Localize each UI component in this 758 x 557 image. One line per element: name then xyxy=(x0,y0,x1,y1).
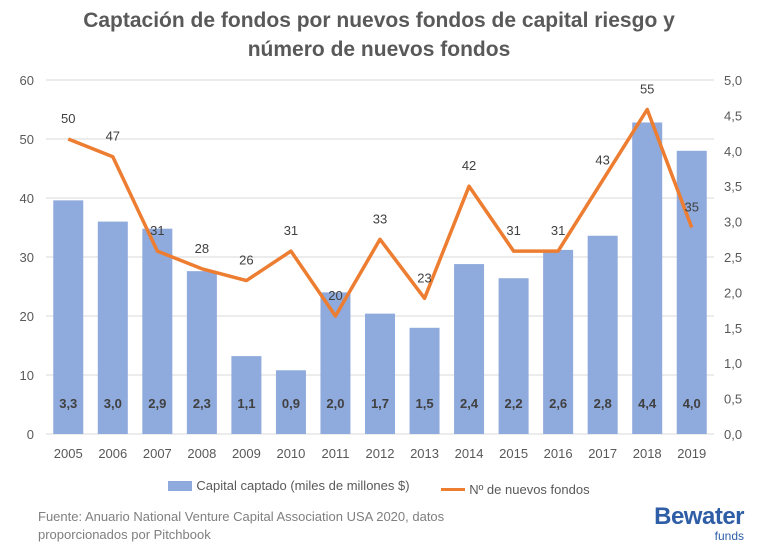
x-axis-tick: 2006 xyxy=(98,446,127,461)
line-point-label: 31 xyxy=(284,223,298,238)
bar-label: 1,7 xyxy=(371,396,389,411)
bar-label: 0,9 xyxy=(282,396,300,411)
bar-label: 2,9 xyxy=(148,396,166,411)
bar-label: 3,0 xyxy=(104,396,122,411)
chart-title: Captación de fondos por nuevos fondos de… xyxy=(0,6,758,64)
bar-label: 2,4 xyxy=(460,396,479,411)
title-line-2: número de nuevos fondos xyxy=(247,38,511,61)
logo-brand: Bewater xyxy=(654,503,744,530)
line-point-label: 42 xyxy=(462,158,476,173)
bar-label: 1,5 xyxy=(415,396,433,411)
bar-2007 xyxy=(142,228,173,434)
line-point-label: 26 xyxy=(239,253,253,268)
right-axis-tick: 2,0 xyxy=(724,285,742,300)
right-axis-tick: 5,0 xyxy=(724,73,742,88)
right-axis-tick: 4,0 xyxy=(724,144,742,159)
line-nuevos-fondos xyxy=(67,107,694,318)
line-point-label: 33 xyxy=(373,211,387,226)
line-point-label: 35 xyxy=(684,200,698,215)
x-axis-tick: 2013 xyxy=(410,446,439,461)
bar-2012 xyxy=(365,313,395,434)
bar-2010 xyxy=(275,370,306,434)
bar-2017 xyxy=(587,235,618,434)
x-axis-tick: 2019 xyxy=(677,446,706,461)
legend-bar-swatch xyxy=(168,480,193,491)
x-axis-tick: 2011 xyxy=(321,446,349,461)
line-point-label: 31 xyxy=(506,223,520,238)
bar-label: 4,0 xyxy=(683,396,701,411)
logo-sub: funds xyxy=(714,529,744,543)
source-note: Fuente: Anuario National Venture Capital… xyxy=(38,508,558,544)
bar-2006 xyxy=(97,221,128,434)
line-point-label: 47 xyxy=(106,129,120,144)
bar-label: 2,2 xyxy=(505,396,523,411)
line-point-label: 28 xyxy=(195,241,209,256)
bar-2005 xyxy=(53,200,84,434)
legend-label-capital: Capital captado (miles de millones $) xyxy=(196,478,410,493)
bar-2008 xyxy=(186,271,217,434)
left-axis-tick: 50 xyxy=(20,132,34,147)
left-axis-tick: 40 xyxy=(20,191,34,206)
line-point-label: 50 xyxy=(61,111,75,126)
legend-line-swatch xyxy=(441,487,466,491)
source-line-1: Fuente: Anuario National Venture Capital… xyxy=(38,509,445,524)
bewater-logo: Bewater funds xyxy=(654,503,744,543)
bar-label: 4,4 xyxy=(638,396,657,411)
bar-2016 xyxy=(543,249,574,434)
bar-label: 2,6 xyxy=(549,396,567,411)
left-axis-tick: 60 xyxy=(20,73,34,88)
right-axis-tick: 1,0 xyxy=(724,356,742,371)
bar-2018 xyxy=(632,122,663,434)
x-axis-tick: 2007 xyxy=(143,446,172,461)
line-point-label: 20 xyxy=(328,288,342,303)
x-axis-tick: 2015 xyxy=(499,446,528,461)
line-point-label: 43 xyxy=(595,152,609,167)
legend-label-fondos: Nº de nuevos fondos xyxy=(469,481,590,497)
x-axis-tick: 2008 xyxy=(187,446,216,461)
bar-2019 xyxy=(676,150,707,435)
line-point-label: 31 xyxy=(551,223,565,238)
bar-label: 2,3 xyxy=(193,396,211,411)
x-axis-tick: 2009 xyxy=(232,446,261,461)
bar-label: 2,8 xyxy=(594,396,612,411)
bar-2013 xyxy=(409,327,440,434)
legend-item-capital: Capital captado (miles de millones $) xyxy=(168,478,410,493)
combo-chart: 0 10 20 30 40 50 60 0,0 0,5 1,0 1,5 2,0 2,5 3,0 3,5 4,0… xyxy=(20,73,743,461)
bar-label: 1,1 xyxy=(237,396,255,411)
line-point-label: 23 xyxy=(417,270,431,285)
right-axis-tick: 4,5 xyxy=(724,108,742,123)
line-point-label: 31 xyxy=(150,223,164,238)
right-axis-tick: 1,5 xyxy=(724,321,742,336)
right-axis-tick: 0,5 xyxy=(724,392,742,407)
right-axis-tick: 3,0 xyxy=(724,215,742,230)
legend: Capital captado (miles de millones $) Nº… xyxy=(0,478,758,497)
x-axis-tick: 2018 xyxy=(633,446,662,461)
bar-2015 xyxy=(498,278,529,434)
x-axis-tick: 2016 xyxy=(544,446,573,461)
x-axis-tick: 2010 xyxy=(276,446,305,461)
x-axis-tick: 2012 xyxy=(366,446,395,461)
left-axis-tick: 0 xyxy=(27,427,34,442)
bar-label: 3,3 xyxy=(59,396,77,411)
right-axis-tick: 2,5 xyxy=(724,250,742,265)
title-line-1: Captación de fondos por nuevos fondos de… xyxy=(83,9,675,32)
left-axis-tick: 10 xyxy=(20,368,34,383)
source-line-2: proporcionados por Pitchbook xyxy=(38,527,211,542)
right-axis-tick: 3,5 xyxy=(724,179,742,194)
bar-2009 xyxy=(231,356,262,434)
left-axis-tick: 20 xyxy=(20,309,34,324)
x-axis-tick: 2005 xyxy=(54,446,83,461)
line-point-label: 55 xyxy=(640,82,654,97)
right-axis-tick: 0,0 xyxy=(724,427,742,442)
bar-2014 xyxy=(454,264,485,434)
legend-item-fondos: Nº de nuevos fondos xyxy=(441,481,590,497)
bar-label: 2,0 xyxy=(326,396,344,411)
left-axis-tick: 30 xyxy=(20,250,34,265)
x-axis-tick: 2014 xyxy=(455,446,484,461)
x-axis-tick: 2017 xyxy=(588,446,617,461)
